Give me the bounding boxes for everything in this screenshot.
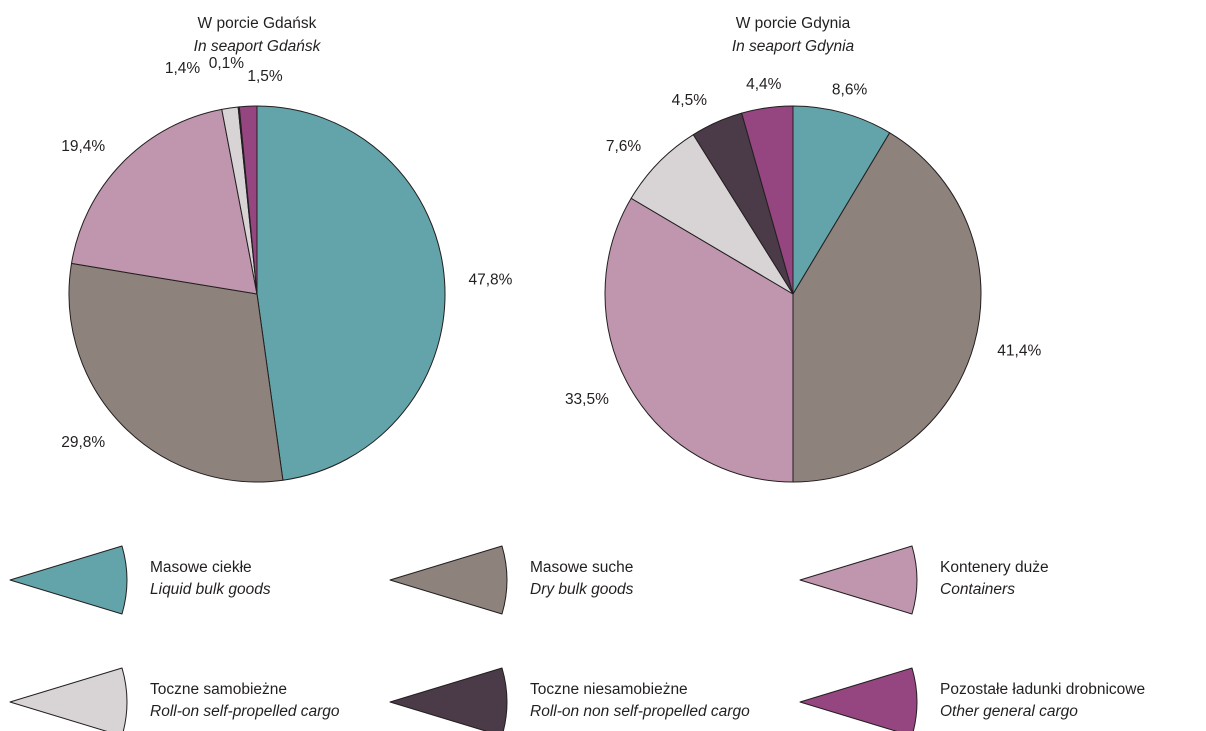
- chart-1-slice-masowe-suche: [68, 262, 284, 483]
- chart-1-label-toczne-samobiezne: 1,4%: [165, 60, 201, 77]
- legend-label-en-toczne-niesamobiezne: Roll-on non self-propelled cargo: [530, 703, 750, 720]
- chart-2-label-pozostale-ladunki-drobnicowe: 4,4%: [746, 76, 782, 93]
- legend-swatch-toczne-samobiezne: [9, 667, 128, 731]
- legend: Masowe ciekłe Liquid bulk goods Masowe suc…: [9, 545, 1145, 731]
- chart-2-label-masowe-ciekle: 8,6%: [832, 82, 868, 99]
- chart-1-label-masowe-ciekle: 47,8%: [469, 271, 513, 288]
- chart-2-subtitle: In seaport Gdynia: [732, 38, 855, 55]
- legend-swatch-kontenery-duze: [799, 545, 918, 615]
- legend-label-kontenery-duze: Kontenery duże: [940, 559, 1049, 576]
- legend-label-en-kontenery-duze: Containers: [940, 581, 1015, 598]
- chart-2-slice-pozostale-ladunki-drobnicowe: [741, 105, 794, 295]
- legend-swatch-masowe-suche: [389, 545, 508, 615]
- chart-1-title: W porcie Gdańsk: [198, 15, 317, 32]
- chart-1-label-toczne-niesamobiezne: 0,1%: [209, 55, 245, 72]
- legend-label-masowe-ciekle: Masowe ciekłe: [150, 559, 252, 576]
- chart-1-slice-pozostale-ladunki-drobnicowe: [238, 105, 258, 295]
- chart-1-slice-kontenery-duze: [71, 108, 258, 295]
- legend-label-masowe-suche: Masowe suche: [530, 559, 633, 576]
- chart-2-label-masowe-suche: 41,4%: [997, 343, 1041, 360]
- chart-1-subtitle: In seaport Gdańsk: [194, 38, 322, 55]
- legend-label-toczne-niesamobiezne: Toczne niesamobieżne: [530, 681, 688, 698]
- chart-2-pie: 8,6% 41,4% 33,5% 7,6% 4,5% 4,4%: [565, 76, 1041, 483]
- legend-label-toczne-samobiezne: Toczne samobieżne: [150, 681, 287, 698]
- chart-1-label-kontenery-duze: 19,4%: [61, 138, 105, 155]
- legend-label-pozostale-ladunki-drobnicowe: Pozostałe ładunki drobnicowe: [940, 681, 1145, 698]
- chart-2-label-toczne-niesamobiezne: 4,5%: [672, 92, 708, 109]
- chart-1-pie: 47,8% 29,8% 19,4% 1,4% 0,1%1,5%: [61, 55, 513, 483]
- chart-2-slice-kontenery-duze: [604, 197, 794, 483]
- chart-2-label-kontenery-duze: 33,5%: [565, 391, 609, 408]
- chart-2-slice-masowe-suche: [792, 132, 982, 483]
- legend-label-en-masowe-suche: Dry bulk goods: [530, 581, 634, 598]
- legend-label-en-pozostale-ladunki-drobnicowe: Other general cargo: [940, 703, 1078, 720]
- legend-label-en-toczne-samobiezne: Roll-on self-propelled cargo: [150, 703, 340, 720]
- chart-2-label-toczne-samobiezne: 7,6%: [606, 138, 642, 155]
- chart-2-title: W porcie Gdynia: [736, 15, 851, 32]
- chart-1-label-masowe-suche: 29,8%: [61, 434, 105, 451]
- chart-1-slice-masowe-ciekle: [256, 105, 446, 481]
- legend-label-en-masowe-ciekle: Liquid bulk goods: [150, 581, 271, 598]
- legend-swatch-pozostale-ladunki-drobnicowe: [799, 667, 918, 731]
- chart-1-label-pozostale-ladunki-drobnicowe: 1,5%: [247, 68, 283, 85]
- legend-swatch-masowe-ciekle: [9, 545, 128, 615]
- legend-swatch-toczne-niesamobiezne: [389, 667, 508, 731]
- chart-2-slice-masowe-ciekle: [792, 105, 891, 295]
